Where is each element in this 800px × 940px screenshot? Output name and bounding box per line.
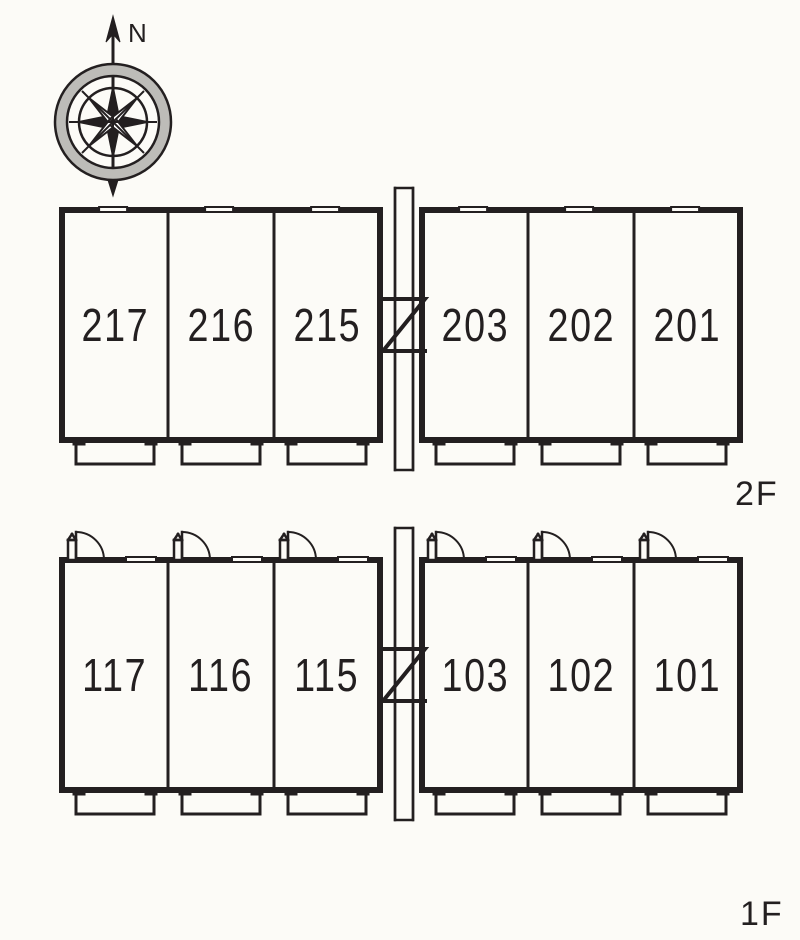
unit-label: 217 (81, 298, 149, 352)
unit-115: 115 (274, 560, 380, 790)
unit-label: 101 (653, 648, 721, 702)
unit-label: 102 (547, 648, 615, 702)
unit-label: 201 (653, 298, 721, 352)
unit-103: 103 (422, 560, 528, 790)
unit-102: 102 (528, 560, 634, 790)
unit-216: 216 (168, 210, 274, 440)
unit-117: 117 (62, 560, 168, 790)
unit-label: 115 (294, 648, 359, 702)
unit-202: 202 (528, 210, 634, 440)
building-lines (0, 0, 800, 940)
unit-203: 203 (422, 210, 528, 440)
unit-116: 116 (168, 560, 274, 790)
unit-101: 101 (634, 560, 740, 790)
unit-label: 215 (293, 298, 361, 352)
floorplan-diagram: N 2172162152032022012F117116115103102101… (0, 0, 800, 940)
unit-201: 201 (634, 210, 740, 440)
unit-217: 217 (62, 210, 168, 440)
unit-label: 103 (441, 648, 509, 702)
unit-label: 117 (82, 648, 147, 702)
floor-label-2F: 2F (735, 475, 779, 514)
unit-label: 202 (547, 298, 615, 352)
unit-label: 203 (441, 298, 509, 352)
floor-label-1F: 1F (740, 895, 784, 934)
unit-215: 215 (274, 210, 380, 440)
unit-label: 116 (188, 648, 253, 702)
unit-label: 216 (187, 298, 255, 352)
